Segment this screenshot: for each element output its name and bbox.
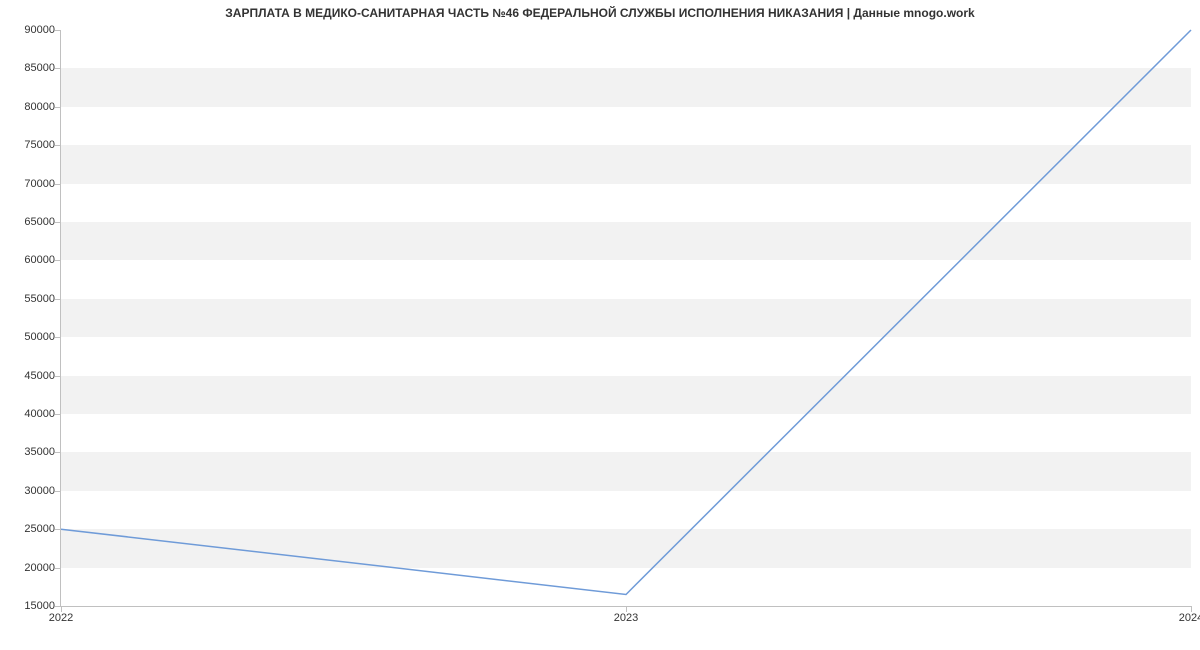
y-tick-mark — [55, 529, 61, 530]
y-tick-mark — [55, 184, 61, 185]
y-tick-mark — [55, 68, 61, 69]
y-tick-mark — [55, 452, 61, 453]
y-tick-mark — [55, 107, 61, 108]
y-tick-mark — [55, 568, 61, 569]
y-tick-mark — [55, 491, 61, 492]
y-tick-label: 75000 — [24, 139, 55, 151]
y-tick-label: 30000 — [24, 485, 55, 497]
y-tick-mark — [55, 30, 61, 31]
y-tick-label: 90000 — [24, 24, 55, 36]
y-tick-label: 60000 — [24, 254, 55, 266]
x-tick-label: 2022 — [49, 612, 73, 624]
y-tick-label: 85000 — [24, 62, 55, 74]
y-tick-mark — [55, 222, 61, 223]
chart-title: ЗАРПЛАТА В МЕДИКО-САНИТАРНАЯ ЧАСТЬ №46 Ф… — [0, 6, 1200, 20]
y-tick-label: 55000 — [24, 293, 55, 305]
x-tick-label: 2024 — [1179, 612, 1200, 624]
y-tick-mark — [55, 260, 61, 261]
y-tick-mark — [55, 299, 61, 300]
chart-container: ЗАРПЛАТА В МЕДИКО-САНИТАРНАЯ ЧАСТЬ №46 Ф… — [0, 0, 1200, 650]
y-tick-label: 15000 — [24, 600, 55, 612]
y-tick-mark — [55, 376, 61, 377]
y-tick-label: 70000 — [24, 178, 55, 190]
y-tick-mark — [55, 145, 61, 146]
y-tick-label: 65000 — [24, 216, 55, 228]
y-tick-label: 25000 — [24, 523, 55, 535]
y-tick-mark — [55, 414, 61, 415]
plot-area: 1500020000250003000035000400004500050000… — [60, 30, 1191, 607]
y-tick-label: 20000 — [24, 562, 55, 574]
y-tick-label: 35000 — [24, 446, 55, 458]
series-line — [61, 30, 1191, 594]
y-tick-label: 80000 — [24, 101, 55, 113]
y-tick-mark — [55, 337, 61, 338]
x-tick-label: 2023 — [614, 612, 638, 624]
y-tick-label: 50000 — [24, 331, 55, 343]
y-tick-label: 45000 — [24, 370, 55, 382]
line-series — [61, 30, 1191, 606]
y-tick-label: 40000 — [24, 408, 55, 420]
